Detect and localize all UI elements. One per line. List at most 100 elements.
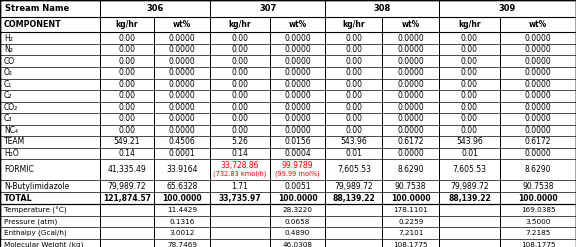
Text: 0.0001: 0.0001 (169, 149, 196, 158)
Text: 0.0000: 0.0000 (284, 80, 311, 89)
Text: 0.0000: 0.0000 (525, 68, 551, 77)
Text: 0.00: 0.00 (461, 34, 478, 43)
Text: 0.0004: 0.0004 (284, 149, 311, 158)
Text: C₃: C₃ (4, 114, 13, 123)
Text: H₂: H₂ (4, 34, 13, 43)
Text: 0.00: 0.00 (461, 80, 478, 89)
Text: 0.2259: 0.2259 (398, 219, 423, 225)
Text: 33,735.97: 33,735.97 (218, 194, 262, 203)
Text: 8.6290: 8.6290 (525, 165, 551, 174)
Text: 0.0000: 0.0000 (525, 34, 551, 43)
Text: Temperature (°C): Temperature (°C) (4, 206, 67, 214)
Text: 11.4429: 11.4429 (167, 207, 198, 213)
Text: 308: 308 (374, 4, 391, 13)
Text: kg/hr: kg/hr (116, 20, 138, 29)
Text: 0.0000: 0.0000 (525, 126, 551, 135)
Text: 0.0000: 0.0000 (397, 57, 424, 66)
Text: 0.0000: 0.0000 (525, 80, 551, 89)
Text: 8.6290: 8.6290 (397, 165, 424, 174)
Text: 7.2185: 7.2185 (525, 230, 551, 236)
Text: 0.0000: 0.0000 (169, 57, 196, 66)
Text: 78.7469: 78.7469 (167, 242, 198, 247)
Text: 46.0308: 46.0308 (282, 242, 313, 247)
Text: 33.9164: 33.9164 (166, 165, 198, 174)
Text: NC₄: NC₄ (4, 126, 18, 135)
Text: 543.96: 543.96 (456, 137, 483, 146)
Text: 309: 309 (499, 4, 516, 13)
Text: 90.7538: 90.7538 (522, 182, 554, 191)
Text: 0.00: 0.00 (232, 34, 248, 43)
Text: 0.0000: 0.0000 (397, 34, 424, 43)
Text: 0.4890: 0.4890 (285, 230, 310, 236)
Text: 100.0000: 100.0000 (518, 194, 558, 203)
Text: kg/hr: kg/hr (343, 20, 365, 29)
Text: 0.0000: 0.0000 (169, 126, 196, 135)
Text: FORMIC: FORMIC (4, 165, 34, 174)
Text: 0.00: 0.00 (232, 91, 248, 100)
Text: 7,605.53: 7,605.53 (337, 165, 371, 174)
Text: 0.0000: 0.0000 (525, 149, 551, 158)
Text: 28.3220: 28.3220 (282, 207, 313, 213)
Text: 65.6328: 65.6328 (166, 182, 198, 191)
Text: 79,989.72: 79,989.72 (335, 182, 373, 191)
Text: 7,605.53: 7,605.53 (452, 165, 487, 174)
Text: 0.00: 0.00 (232, 114, 248, 123)
Text: 0.0000: 0.0000 (397, 68, 424, 77)
Text: 0.00: 0.00 (461, 114, 478, 123)
Text: 0.0000: 0.0000 (525, 114, 551, 123)
Text: 100.0000: 100.0000 (162, 194, 202, 203)
Text: 0.14: 0.14 (232, 149, 248, 158)
Text: 0.00: 0.00 (346, 57, 362, 66)
Text: 0.0000: 0.0000 (525, 45, 551, 54)
Text: 0.00: 0.00 (346, 34, 362, 43)
Text: 178.1101: 178.1101 (393, 207, 428, 213)
Text: 7.2101: 7.2101 (398, 230, 423, 236)
Text: H₂O: H₂O (4, 149, 19, 158)
Text: 0.00: 0.00 (119, 80, 135, 89)
Text: 0.00: 0.00 (346, 80, 362, 89)
Text: wt%: wt% (529, 20, 547, 29)
Text: 0.0000: 0.0000 (169, 34, 196, 43)
Text: 0.0000: 0.0000 (284, 114, 311, 123)
Text: 0.00: 0.00 (119, 103, 135, 112)
Text: Stream Name: Stream Name (5, 4, 69, 13)
Text: 549.21: 549.21 (113, 137, 141, 146)
Text: 0.0000: 0.0000 (169, 103, 196, 112)
Text: 0.00: 0.00 (119, 68, 135, 77)
Text: 0.14: 0.14 (119, 149, 135, 158)
Text: 3.5000: 3.5000 (525, 219, 551, 225)
Text: 0.0000: 0.0000 (525, 57, 551, 66)
Text: 0.00: 0.00 (119, 45, 135, 54)
Text: Enthalpy (Gcal/h): Enthalpy (Gcal/h) (4, 230, 67, 236)
Text: 108.1775: 108.1775 (393, 242, 428, 247)
Text: 0.00: 0.00 (232, 103, 248, 112)
Text: 0.00: 0.00 (119, 126, 135, 135)
Text: 0.0658: 0.0658 (285, 219, 310, 225)
Text: 0.01: 0.01 (346, 149, 362, 158)
Text: 79,989.72: 79,989.72 (450, 182, 489, 191)
Text: 0.00: 0.00 (119, 57, 135, 66)
Text: 0.0000: 0.0000 (284, 126, 311, 135)
Text: 0.0000: 0.0000 (169, 91, 196, 100)
Text: 0.0000: 0.0000 (525, 103, 551, 112)
Text: CO: CO (4, 57, 15, 66)
Text: 0.00: 0.00 (119, 114, 135, 123)
Text: 0.0000: 0.0000 (284, 68, 311, 77)
Text: 543.96: 543.96 (340, 137, 367, 146)
Text: 0.0000: 0.0000 (169, 45, 196, 54)
Text: 0.00: 0.00 (232, 68, 248, 77)
Text: 0.00: 0.00 (232, 57, 248, 66)
Text: C₂: C₂ (4, 91, 13, 100)
Text: kg/hr: kg/hr (458, 20, 481, 29)
Text: 0.0000: 0.0000 (397, 103, 424, 112)
Text: 0.00: 0.00 (461, 126, 478, 135)
Text: 90.7538: 90.7538 (395, 182, 426, 191)
Text: C₁: C₁ (4, 80, 12, 89)
Text: 121,874.57: 121,874.57 (103, 194, 151, 203)
Text: 0.00: 0.00 (119, 91, 135, 100)
Text: Pressure (atm): Pressure (atm) (4, 218, 57, 225)
Text: 79,989.72: 79,989.72 (108, 182, 146, 191)
Text: 169.0385: 169.0385 (521, 207, 555, 213)
Text: 100.0000: 100.0000 (278, 194, 317, 203)
Text: 0.00: 0.00 (461, 57, 478, 66)
